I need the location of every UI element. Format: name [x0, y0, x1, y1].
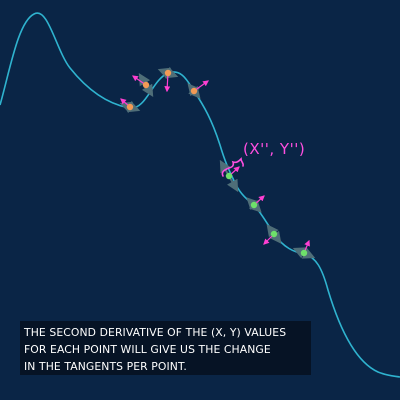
green-point	[300, 249, 308, 257]
curve-path	[0, 12, 400, 378]
normal-arrows	[120, 72, 310, 254]
green-point	[270, 230, 278, 238]
second-derivative-label: (X'', Y'')	[243, 140, 305, 158]
brace-icon	[221, 157, 244, 177]
orange-point	[190, 87, 198, 95]
caption-line: IN THE TANGENTS PER POINT.	[24, 360, 187, 373]
caption-line: THE SECOND DERIVATIVE OF THE (X, Y) VALU…	[24, 326, 287, 339]
orange-point	[126, 103, 134, 111]
caption-box: THE SECOND DERIVATIVE OF THE (X, Y) VALU…	[20, 321, 311, 375]
caption-line: FOR EACH POINT WILL GIVE US THE CHANGE	[24, 343, 271, 356]
orange-point	[164, 69, 172, 77]
orange-point	[142, 81, 150, 89]
green-point	[250, 201, 258, 209]
points-layer	[126, 69, 308, 257]
green-point	[225, 172, 233, 180]
tangent-arrows	[119, 67, 316, 259]
